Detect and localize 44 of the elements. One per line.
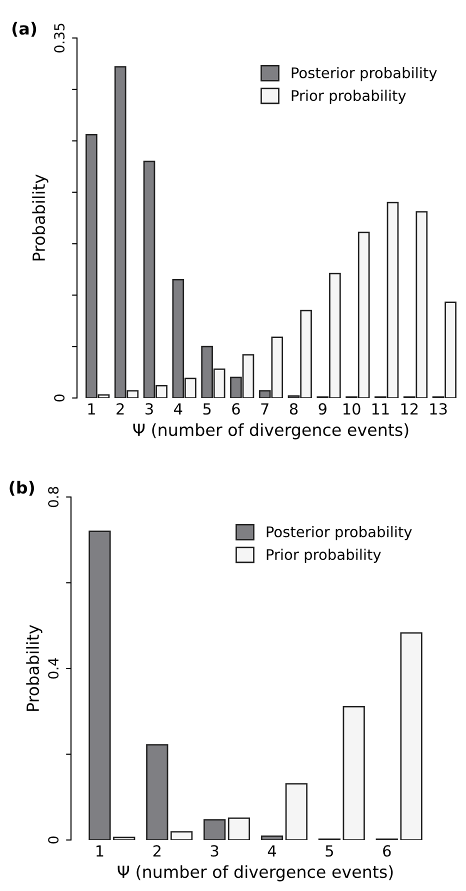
x-tick-label: 9	[318, 403, 326, 415]
x-tick-label: 4	[268, 845, 276, 856]
y-axis-title: Probability	[26, 624, 42, 711]
x-tick-label: 12	[401, 403, 418, 414]
x-tick-label: 2	[116, 403, 124, 414]
chart-title: (a)	[12, 22, 36, 37]
bar	[88, 530, 111, 840]
x-tick-label: 4	[174, 403, 182, 414]
y-axis-title: Probability	[32, 174, 48, 260]
x-tick-label: 5	[203, 403, 211, 415]
legend-label: Prior probability	[266, 548, 381, 563]
y-tick-label: 0	[54, 394, 65, 402]
legend-label: Posterior probability	[266, 526, 412, 540]
x-tick-label: 3	[210, 845, 218, 857]
chart-title: (b)	[10, 480, 34, 496]
x-tick-label: 7	[261, 403, 268, 414]
bar	[342, 706, 365, 840]
bar	[260, 835, 284, 840]
x-axis-title: Ψ (number of divergence events)	[133, 423, 408, 440]
bar	[204, 819, 226, 840]
bar	[113, 836, 136, 840]
legend-label: Posterior probability	[292, 67, 437, 82]
x-tick-label: 1	[96, 845, 104, 856]
x-tick-label: 6	[383, 845, 391, 857]
x-tick-label: 13	[430, 403, 447, 415]
bar	[285, 783, 308, 840]
y-tick-label: 0.35	[54, 24, 65, 53]
x-tick-label: 11	[372, 403, 389, 414]
legend-label: Prior probability	[292, 90, 406, 104]
x-tick-label: 1	[88, 403, 95, 414]
bar	[400, 632, 422, 840]
x-tick-label: 3	[146, 403, 153, 415]
bar	[146, 744, 168, 840]
bar	[228, 817, 250, 840]
x-tick-label: 6	[232, 403, 240, 415]
x-tick-label: 5	[326, 845, 333, 857]
x-tick-label: 10	[344, 403, 360, 415]
bar	[170, 831, 193, 840]
y-tick-label: 0.8	[48, 486, 59, 508]
x-tick-label: 8	[290, 403, 298, 415]
y-tick-label: 0	[48, 836, 59, 844]
x-tick-label: 2	[153, 845, 160, 856]
y-tick-label: 0.4	[48, 658, 59, 679]
x-axis-title: Ψ (number of divergence events)	[118, 865, 393, 882]
